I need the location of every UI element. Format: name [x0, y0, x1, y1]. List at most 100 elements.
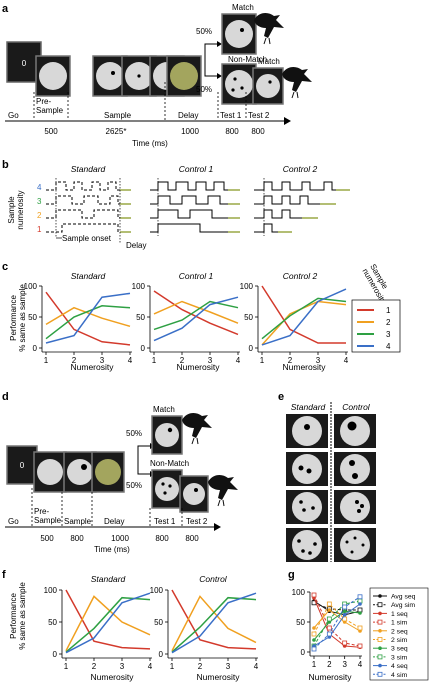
series-line-1: [65, 595, 151, 652]
series-line-4: [45, 292, 131, 344]
delay-label: Delay: [126, 241, 146, 250]
screen-presample: [35, 55, 71, 97]
y-tick-label: 100: [292, 588, 306, 597]
g-legend-label: Avg seq: [391, 594, 416, 601]
panel-b-timing: Standard Control 1 Control 2 Samplenumer…: [7, 164, 350, 250]
d-phase-test2: Test 2: [186, 517, 208, 526]
panel-label-e: e: [278, 391, 284, 403]
data-point: [326, 616, 332, 622]
screen-nonmatch: [221, 63, 257, 105]
chart-c-control1: 1 2 3 4 0 50 100: [132, 282, 241, 365]
g-legend-marker: [378, 663, 382, 668]
legend-4: 4: [386, 342, 391, 351]
phase-go: Go: [8, 111, 19, 120]
y-tick-label: 50: [136, 313, 145, 322]
monkey-icon: [253, 12, 285, 45]
series-line-0: [65, 589, 151, 650]
stim-control-2: [334, 452, 376, 486]
stim-standard-2: [286, 452, 328, 486]
f-title-standard: Standard: [91, 574, 126, 584]
panel-label-g: g: [288, 569, 295, 581]
series-line-3: [261, 297, 347, 340]
screen-match: [221, 13, 257, 55]
x-tick-label: 2: [92, 662, 97, 671]
g-legend-marker: [378, 611, 382, 616]
g-legend-label: 1 seq: [391, 611, 408, 618]
x-tick-label: 2: [198, 662, 203, 671]
series-line-1: [171, 595, 257, 652]
phase-delay: Delay: [178, 111, 198, 120]
d-screen-match-2: [179, 475, 209, 513]
c-xlabel-3: Numerosity: [283, 362, 327, 372]
y-tick-label: 100: [150, 586, 164, 595]
x-tick-label: 1: [152, 356, 157, 365]
b-title-control1: Control 1: [179, 164, 214, 174]
x-tick-label: 2: [72, 356, 77, 365]
series-line-3: [65, 592, 151, 654]
c-xlabel-1: Numerosity: [71, 362, 115, 372]
data-point: [326, 625, 332, 631]
d-nonmatch-label: Non-Match: [150, 459, 189, 468]
panel-label-a: a: [2, 3, 9, 15]
b-row-3: 3: [37, 197, 42, 206]
phase-test1: Test 1: [220, 111, 242, 120]
data-point: [342, 613, 347, 617]
d-phase-test1: Test 1: [154, 517, 176, 526]
panel-f-charts: Performance% same as sample Standard Con…: [9, 574, 259, 682]
series-line-avg-seq: [313, 600, 361, 616]
y-tick-label: 100: [24, 282, 38, 291]
legend-3: 3: [386, 330, 391, 339]
e-title-standard: Standard: [291, 402, 326, 412]
y-tick-label: 0: [301, 648, 306, 657]
y-tick-label: 100: [240, 282, 254, 291]
x-tick-label: 4: [358, 660, 363, 669]
sample-onset-label: Sample onset: [62, 234, 112, 243]
d-dur-presample: 500: [40, 534, 54, 543]
b-title-control2: Control 2: [283, 164, 318, 174]
dur-test1: 800: [225, 127, 239, 136]
d-screen-presample: [33, 451, 67, 493]
e-title-control: Control: [342, 402, 371, 412]
series-line-1: [45, 291, 131, 346]
c-xlabel-2: Numerosity: [177, 362, 221, 372]
y-tick-label: 50: [48, 618, 57, 627]
dur-delay: 1000: [181, 127, 199, 136]
panel-label-f: f: [2, 569, 6, 581]
y-tick-label: 0: [33, 344, 38, 353]
g-legend-label: 2 seq: [391, 628, 408, 635]
d-screen-match: [151, 415, 183, 455]
y-tick-label: 0: [249, 344, 254, 353]
g-legend-label: 1 sim: [391, 620, 408, 627]
b-title-standard: Standard: [71, 164, 106, 174]
data-point: [326, 601, 332, 607]
chart-g: 1 2 3 4 0 50 100: [292, 588, 363, 669]
d-monkey-icon: [181, 412, 213, 445]
g-legend-label: 3 seq: [391, 646, 408, 653]
data-point: [342, 609, 347, 613]
phase-presample: Pre-Sample: [36, 97, 64, 115]
x-tick-label: 4: [148, 662, 153, 671]
data-point: [357, 643, 363, 649]
c-legend-title: Samplenumerosity: [360, 263, 395, 306]
panel-label-c: c: [2, 261, 8, 273]
panel-label-d: d: [2, 391, 9, 403]
d-pct-upper: 50%: [126, 429, 142, 438]
chart-c-control2: 1 2 3 4 0 50 100: [240, 282, 349, 365]
stim-control-3: [334, 490, 376, 524]
panel-d-task: 0 50% 50% Match Non-Match: [5, 405, 239, 554]
x-tick-label: 4: [254, 662, 259, 671]
y-tick-label: 0: [53, 650, 58, 659]
g-legend-label: 2 sim: [391, 637, 408, 644]
data-point: [357, 625, 363, 631]
d-screen-nonmatch: [151, 469, 183, 509]
dur-presample: 500: [44, 127, 58, 136]
d-phase-sample: Sample: [64, 517, 92, 526]
c-title-control2: Control 2: [283, 271, 318, 281]
x-tick-label: 1: [260, 356, 265, 365]
data-point: [342, 604, 348, 610]
data-point: [342, 616, 348, 622]
d-screen-go: 0: [6, 445, 38, 485]
go-digit: 0: [22, 59, 27, 68]
